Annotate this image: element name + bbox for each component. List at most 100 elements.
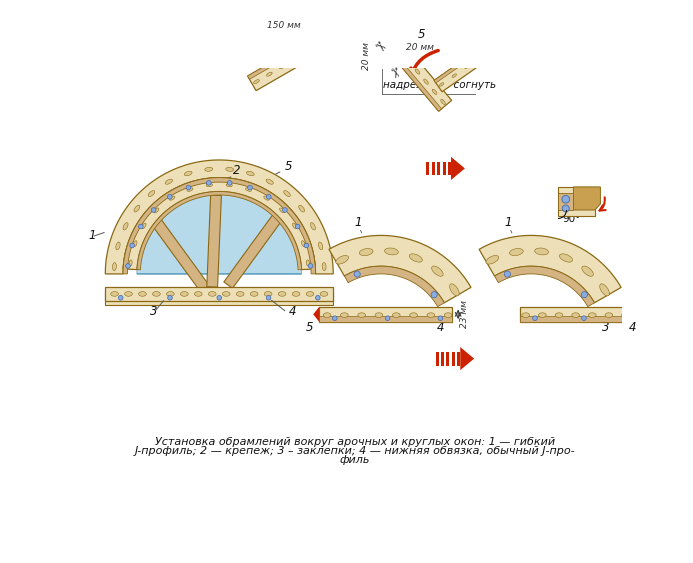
Polygon shape — [399, 53, 452, 111]
Circle shape — [431, 292, 437, 298]
Ellipse shape — [226, 167, 234, 171]
Polygon shape — [495, 266, 595, 307]
Ellipse shape — [250, 292, 258, 296]
Ellipse shape — [226, 184, 232, 187]
Circle shape — [151, 208, 156, 212]
Text: надрезать и согнуть: надрезать и согнуть — [383, 81, 496, 90]
Ellipse shape — [310, 222, 315, 230]
Ellipse shape — [165, 179, 173, 184]
Ellipse shape — [222, 292, 230, 296]
Ellipse shape — [306, 292, 314, 296]
Bar — [109, 289, 329, 297]
Bar — [558, 187, 595, 216]
Ellipse shape — [279, 65, 285, 69]
Ellipse shape — [622, 313, 629, 318]
Ellipse shape — [299, 205, 304, 212]
Bar — [436, 352, 439, 365]
Text: 23 мм: 23 мм — [460, 301, 469, 328]
Circle shape — [333, 316, 337, 320]
Ellipse shape — [555, 313, 563, 318]
Polygon shape — [313, 307, 319, 322]
Ellipse shape — [116, 242, 120, 250]
Polygon shape — [479, 235, 621, 303]
Bar — [105, 292, 333, 305]
Text: 4: 4 — [288, 305, 296, 318]
Ellipse shape — [522, 313, 529, 318]
Text: 3: 3 — [150, 305, 157, 318]
Polygon shape — [319, 307, 452, 322]
Ellipse shape — [452, 74, 457, 77]
Ellipse shape — [322, 262, 326, 271]
Circle shape — [227, 181, 232, 185]
Bar — [457, 352, 460, 365]
Text: 1: 1 — [354, 216, 362, 229]
Text: 90°: 90° — [562, 215, 580, 224]
Ellipse shape — [279, 208, 285, 213]
Circle shape — [168, 296, 173, 300]
Polygon shape — [247, 41, 316, 91]
Ellipse shape — [134, 205, 140, 212]
Circle shape — [438, 316, 443, 320]
Polygon shape — [149, 215, 209, 292]
Ellipse shape — [586, 43, 591, 46]
Ellipse shape — [123, 222, 128, 230]
Polygon shape — [123, 178, 315, 270]
Text: 20 мм: 20 мм — [362, 42, 371, 69]
Ellipse shape — [148, 191, 155, 196]
Ellipse shape — [292, 57, 298, 61]
Ellipse shape — [207, 184, 213, 187]
Ellipse shape — [111, 292, 119, 296]
Ellipse shape — [320, 292, 328, 296]
Circle shape — [217, 296, 222, 300]
Ellipse shape — [415, 69, 420, 74]
Ellipse shape — [582, 266, 593, 276]
Ellipse shape — [318, 242, 323, 250]
Text: 2: 2 — [233, 164, 240, 177]
Circle shape — [581, 316, 586, 320]
Ellipse shape — [570, 43, 576, 46]
Text: 4: 4 — [437, 321, 444, 334]
Bar — [446, 352, 450, 365]
Polygon shape — [399, 61, 441, 111]
Ellipse shape — [306, 260, 310, 266]
Ellipse shape — [340, 313, 348, 318]
Ellipse shape — [535, 248, 548, 255]
Text: 150 мм: 150 мм — [267, 21, 300, 30]
Ellipse shape — [559, 254, 572, 262]
Circle shape — [548, 40, 554, 46]
Ellipse shape — [236, 292, 244, 296]
Ellipse shape — [602, 43, 606, 46]
Ellipse shape — [617, 43, 622, 46]
Ellipse shape — [247, 171, 254, 176]
Text: 1: 1 — [89, 229, 96, 242]
Polygon shape — [468, 5, 579, 48]
Text: 5: 5 — [418, 28, 426, 41]
Polygon shape — [569, 49, 623, 52]
Ellipse shape — [292, 292, 300, 296]
Ellipse shape — [264, 292, 272, 296]
Text: 5: 5 — [285, 160, 292, 173]
Ellipse shape — [308, 22, 321, 30]
Ellipse shape — [292, 223, 297, 229]
Polygon shape — [574, 187, 600, 210]
Ellipse shape — [360, 248, 373, 256]
Circle shape — [119, 296, 123, 300]
Bar — [448, 162, 451, 175]
Ellipse shape — [444, 313, 452, 318]
Ellipse shape — [439, 83, 444, 86]
Bar — [432, 162, 435, 175]
Circle shape — [631, 316, 635, 320]
Polygon shape — [451, 157, 465, 180]
Circle shape — [266, 194, 271, 199]
Circle shape — [207, 181, 211, 185]
Bar — [437, 162, 440, 175]
Ellipse shape — [142, 223, 146, 229]
Circle shape — [168, 194, 172, 199]
Text: 20 мм: 20 мм — [406, 43, 434, 52]
Polygon shape — [224, 211, 284, 288]
Ellipse shape — [305, 50, 311, 54]
Ellipse shape — [169, 196, 175, 200]
Polygon shape — [485, 35, 564, 55]
Ellipse shape — [423, 79, 428, 84]
Ellipse shape — [450, 284, 459, 296]
